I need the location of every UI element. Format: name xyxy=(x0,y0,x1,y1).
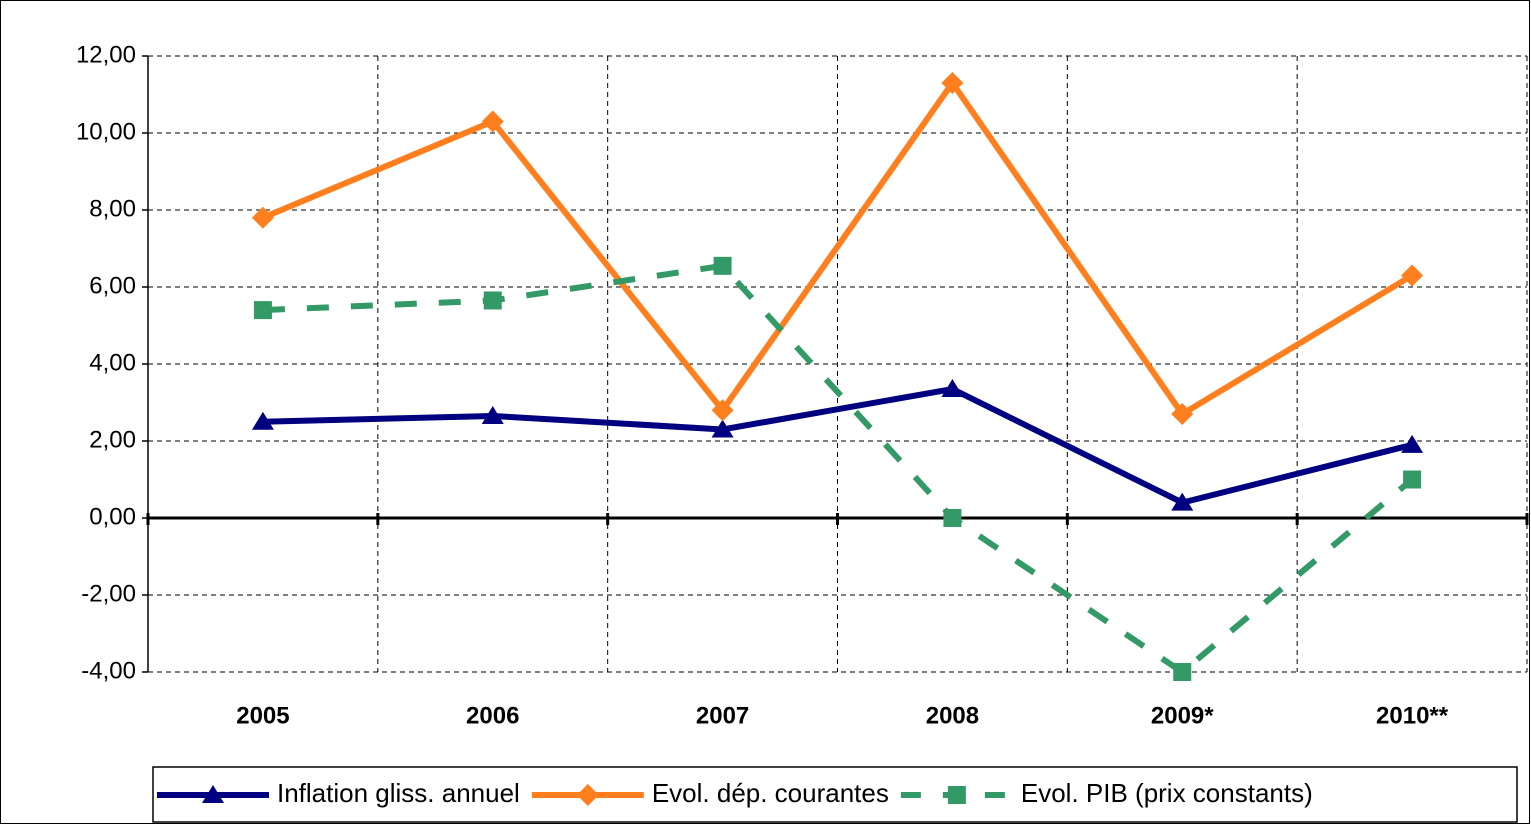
marker xyxy=(251,411,274,430)
marker xyxy=(941,71,964,94)
legend-label: Inflation gliss. annuel xyxy=(277,778,520,808)
marker xyxy=(483,291,502,310)
y-tick-label: 6,00 xyxy=(89,272,136,299)
marker xyxy=(1401,264,1424,287)
y-tick-label: 4,00 xyxy=(89,349,136,376)
y-tick-label: -4,00 xyxy=(81,657,136,684)
marker xyxy=(481,405,504,424)
x-tick-label: 2005 xyxy=(236,702,289,729)
x-tick-label: 2009* xyxy=(1151,702,1214,729)
x-tick-label: 2006 xyxy=(466,702,519,729)
marker xyxy=(713,256,732,275)
marker xyxy=(1403,470,1422,489)
x-tick-label: 2007 xyxy=(696,702,749,729)
series-line xyxy=(262,386,1413,506)
y-tick-label: 2,00 xyxy=(89,426,136,453)
legend-label: Evol. dép. courantes xyxy=(652,778,889,808)
marker xyxy=(711,419,734,438)
marks xyxy=(251,71,1424,681)
marker xyxy=(943,509,962,527)
series-line xyxy=(261,79,1414,418)
marker xyxy=(1401,434,1424,453)
axes: -4,00 -2,00 0,00 2,00 4,00 6,00 8,00 10,00 12,00… xyxy=(76,41,1529,729)
marker xyxy=(202,785,224,803)
y-tick-label: 0,00 xyxy=(89,503,136,530)
x-tick-label: 2008 xyxy=(926,702,979,729)
y-tick-label: 8,00 xyxy=(89,195,136,222)
marker xyxy=(576,784,599,806)
marker xyxy=(947,786,966,804)
series-line xyxy=(262,262,1415,675)
marker xyxy=(1171,403,1194,426)
legend-label: Evol. PIB (prix constants) xyxy=(1021,778,1313,808)
marker xyxy=(481,110,504,133)
marker xyxy=(253,301,272,320)
legend-box xyxy=(152,766,1518,823)
x-tick-label: 2010** xyxy=(1376,702,1449,729)
y-tick-label: -2,00 xyxy=(81,580,136,607)
marker xyxy=(1171,492,1194,511)
y-tick-label: 10,00 xyxy=(76,118,136,145)
y-tick-label: 12,00 xyxy=(76,41,136,68)
marker xyxy=(251,206,274,229)
marker xyxy=(711,399,734,422)
marker xyxy=(1173,663,1192,681)
legend: Inflation gliss. annuel Evol. dép. couran… xyxy=(157,778,1313,808)
marker xyxy=(941,379,964,398)
